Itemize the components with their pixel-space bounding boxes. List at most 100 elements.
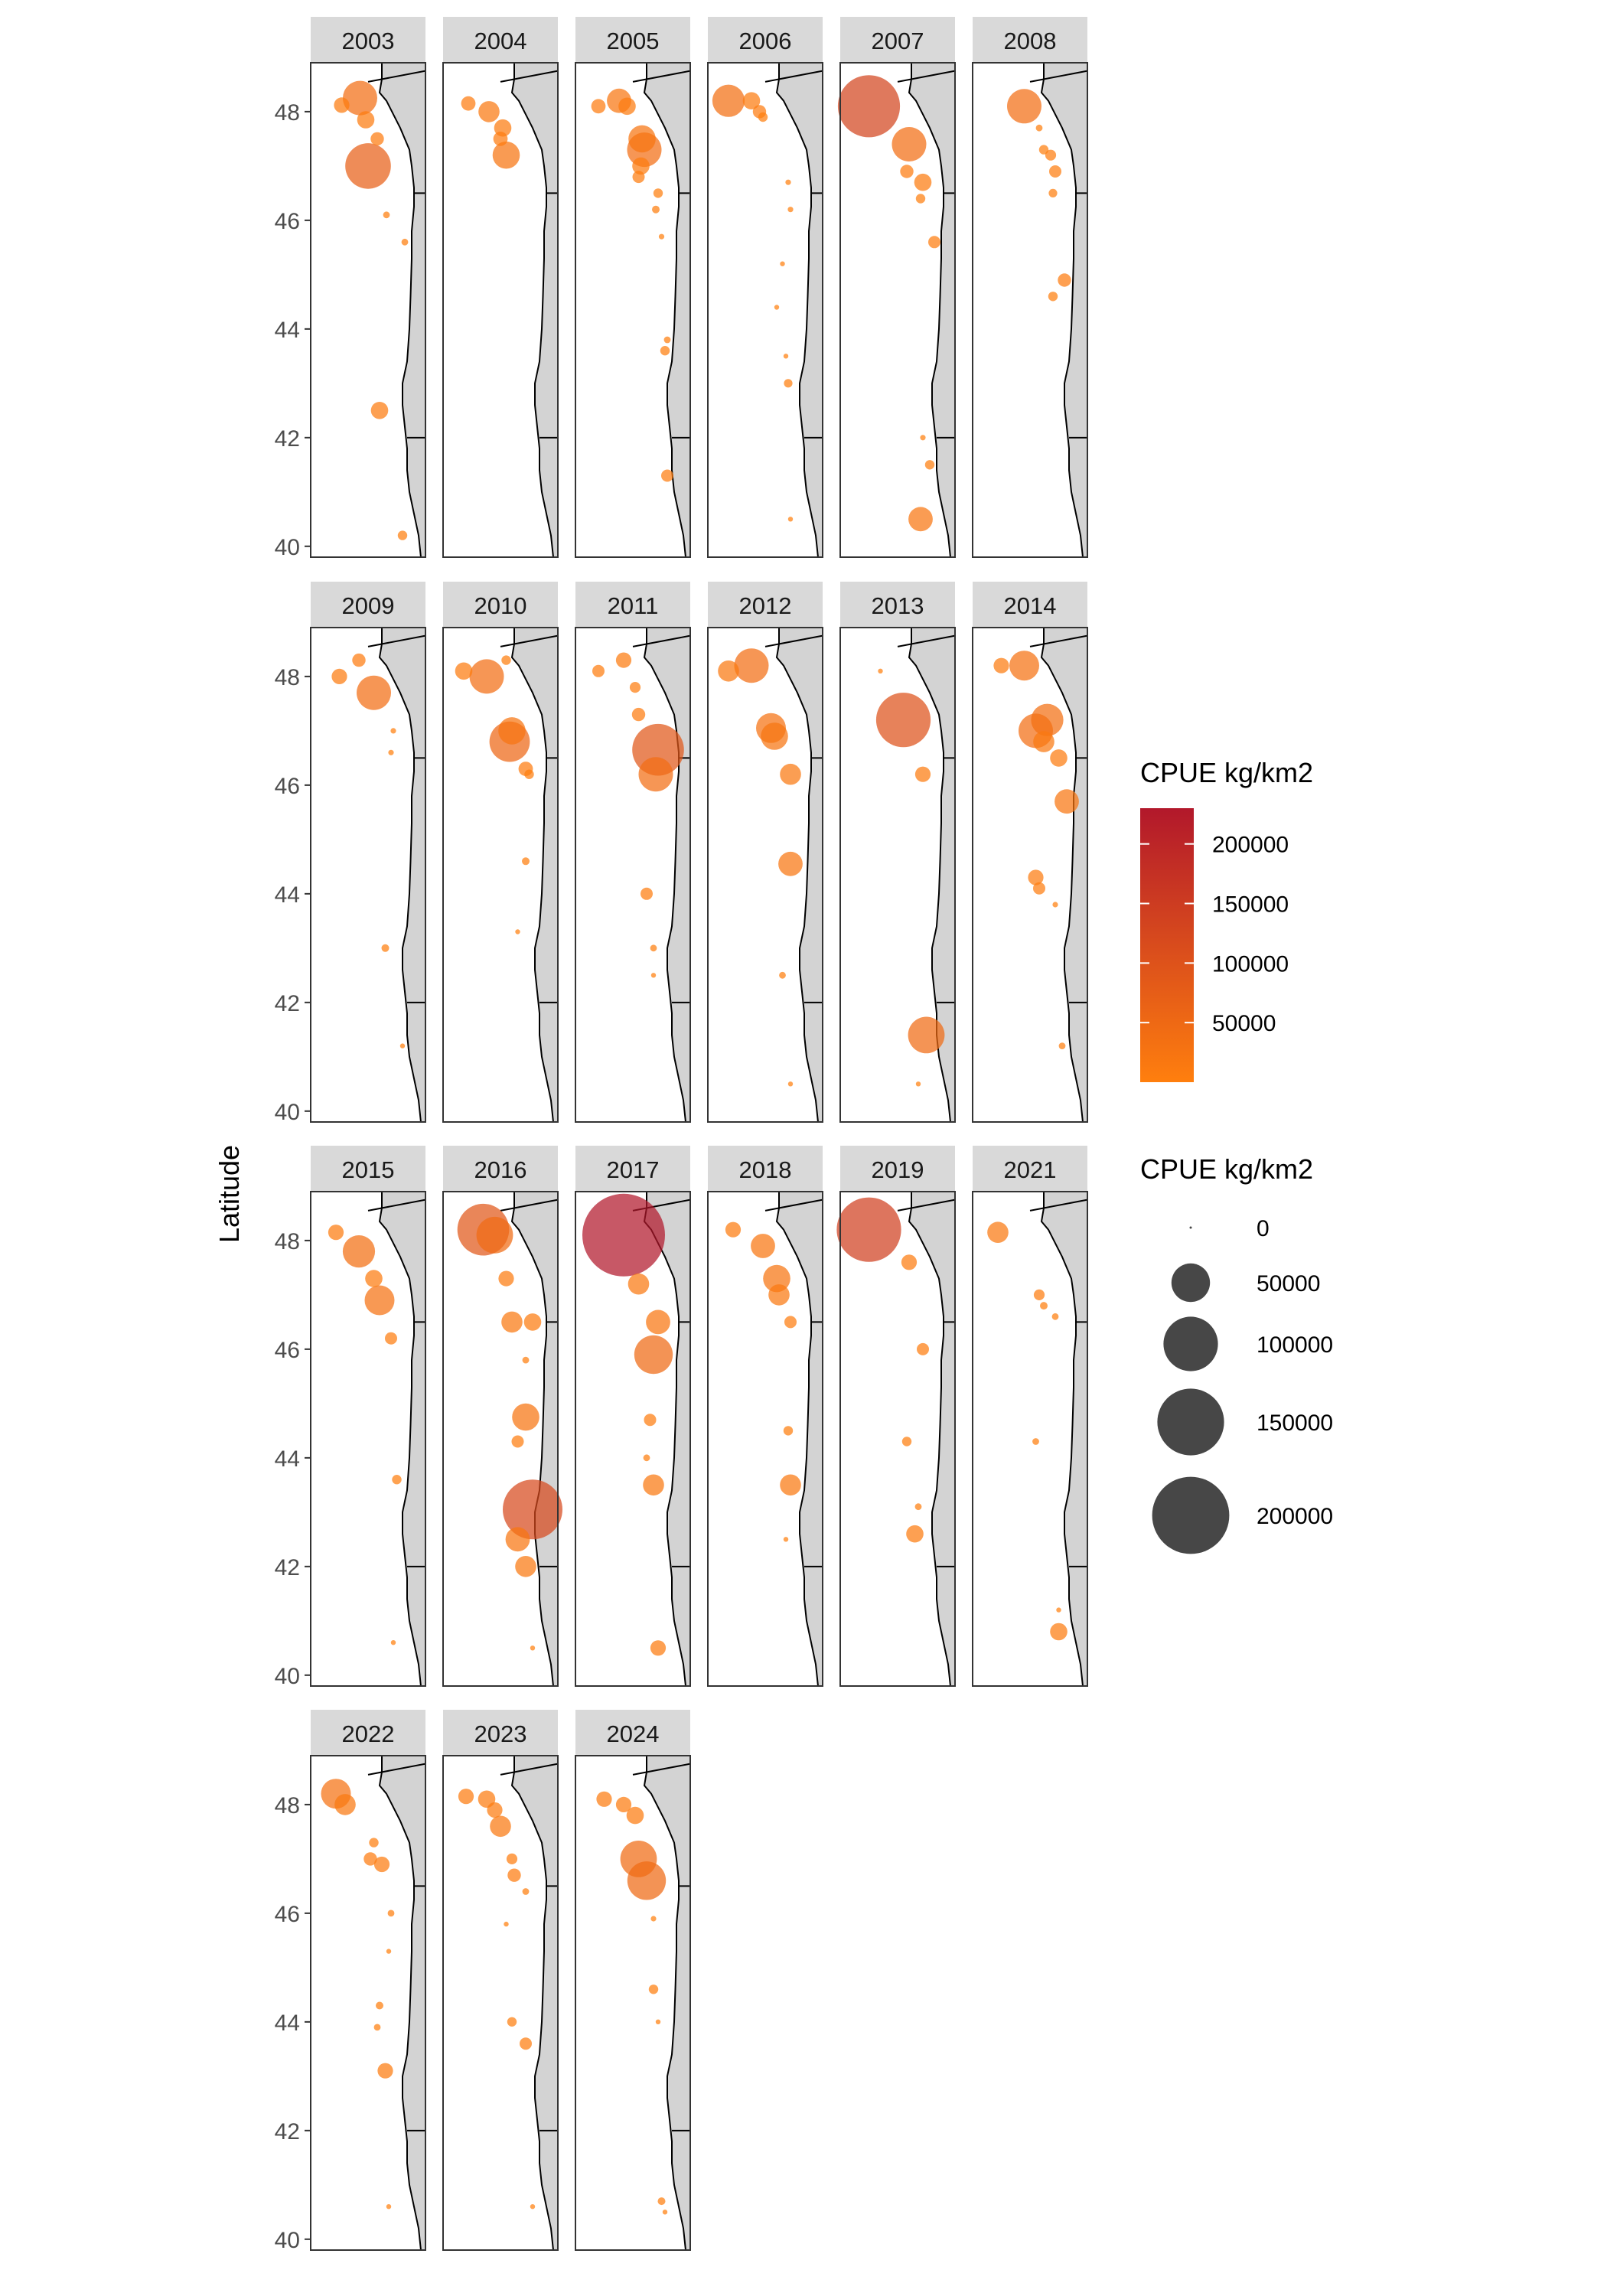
cpue-point [768, 1284, 790, 1306]
cpue-point [920, 435, 926, 441]
cpue-point [653, 188, 663, 198]
y-tick-label: 48 [275, 1793, 300, 1818]
cpue-point [591, 99, 606, 114]
land-area [643, 627, 691, 1123]
size-legend-title: CPUE kg/km2 [1140, 1153, 1313, 1185]
cpue-point [520, 2037, 532, 2050]
facet-panel-2017: 2017 [575, 1146, 691, 1687]
cpue-point [875, 693, 931, 748]
cpue-point [352, 653, 366, 667]
y-tick-label: 40 [275, 1664, 300, 1689]
cpue-point [629, 682, 641, 693]
cpue-point [345, 143, 391, 189]
cpue-point [512, 1403, 539, 1431]
cpue-point [522, 857, 530, 866]
facet-strip-label: 2008 [1004, 28, 1057, 54]
land-area [643, 62, 691, 558]
cpue-point [615, 1796, 632, 1812]
cpue-point [643, 1474, 664, 1496]
strait-line [1029, 1199, 1088, 1212]
facet-strip [311, 1146, 425, 1192]
cpue-point [498, 1270, 514, 1287]
land-area [1040, 1191, 1088, 1687]
cpue-point [458, 1789, 474, 1805]
cpue-point [390, 1640, 396, 1645]
cpue-point [892, 127, 927, 161]
facet-panel-2007: 2007 [837, 17, 956, 558]
cpue-point [628, 125, 656, 153]
land-area [775, 62, 823, 558]
cpue-point [524, 769, 534, 779]
facet-strip-label: 2007 [872, 28, 924, 54]
facet-strip-label: 2004 [474, 28, 527, 54]
facet-panel-2016: 2016 [442, 1146, 562, 1687]
size-legend-label: 100000 [1257, 1332, 1333, 1358]
facet-strip-label: 2015 [342, 1156, 395, 1183]
cpue-point [373, 1856, 390, 1873]
cpue-point [1038, 145, 1049, 155]
cpue-point [501, 655, 511, 665]
facet-panel-2024: 2024 [575, 1710, 691, 2251]
panel-border [707, 62, 823, 558]
facet-panel-2018: 2018 [707, 1146, 823, 1687]
cpue-point [478, 101, 500, 122]
cpue-point [915, 1081, 921, 1087]
cpue-point [779, 971, 786, 979]
land-area [510, 62, 559, 558]
size-legend-key [1152, 1476, 1230, 1554]
cpue-point [357, 111, 375, 129]
cpue-point [780, 1474, 801, 1496]
panel-border [310, 1191, 426, 1687]
panel-border [310, 62, 426, 558]
size-legend-key [1189, 1226, 1192, 1229]
cpue-point [504, 1921, 509, 1927]
panel-border [575, 1755, 691, 2251]
cpue-point [476, 1216, 513, 1254]
cpue-point [507, 1868, 521, 1882]
panel-border [972, 627, 1088, 1123]
land-area [643, 1755, 691, 2251]
panel-border [442, 62, 559, 558]
y-tick-label: 46 [275, 1902, 300, 1927]
cpue-point [631, 707, 646, 722]
facet-strip [311, 17, 425, 63]
facet-panel-2023: 2023 [442, 1710, 559, 2251]
cpue-point [646, 1309, 670, 1335]
cpue-point [837, 75, 901, 138]
cpue-point [643, 1454, 650, 1462]
facet-strip-label: 2013 [872, 592, 924, 619]
cpue-point [655, 2019, 661, 2024]
facet-strip [708, 17, 823, 63]
facet-strip-label: 2006 [739, 28, 792, 54]
facet-panel-2013: 2013 [839, 582, 956, 1123]
facet-panel-2005: 2005 [575, 17, 691, 558]
cpue-point [900, 165, 914, 178]
strait-line [367, 634, 426, 647]
cpue-point [915, 194, 926, 204]
panel-border [442, 627, 559, 1123]
cpue-point [386, 1949, 392, 1954]
y-axis-title-group: Latitude [214, 1145, 245, 1243]
cpue-point [660, 346, 670, 356]
cpue-point [632, 157, 650, 175]
y-tick-label: 48 [275, 1229, 300, 1254]
facet-panel-2012: 2012 [707, 582, 823, 1123]
cpue-point [626, 1806, 644, 1825]
land-area [908, 62, 956, 558]
cpue-point [1040, 1302, 1048, 1310]
strait-line [897, 70, 956, 83]
y-tick-label: 46 [275, 1338, 300, 1363]
panel-border [575, 627, 691, 1123]
strait-line [632, 70, 691, 83]
cpue-point [493, 132, 508, 146]
cpue-point [761, 722, 788, 750]
panel-border [310, 627, 426, 1123]
cpue-point [342, 1235, 376, 1268]
cpue-point [634, 1335, 673, 1375]
cpue-point [712, 84, 745, 117]
land-area [378, 62, 426, 558]
cpue-point [522, 1888, 530, 1895]
cpue-point [718, 660, 739, 682]
cpue-point [1058, 1042, 1066, 1049]
